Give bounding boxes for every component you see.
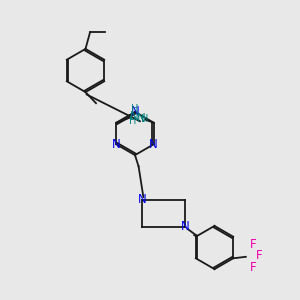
- Text: N: N: [130, 110, 139, 123]
- Text: F: F: [250, 261, 256, 274]
- Text: H: H: [141, 114, 149, 124]
- Text: N: N: [181, 220, 190, 233]
- Text: H: H: [129, 116, 136, 126]
- Text: F: F: [250, 238, 256, 251]
- Text: N: N: [130, 105, 140, 119]
- Text: N: N: [137, 193, 146, 206]
- Text: N: N: [137, 112, 146, 125]
- Text: N: N: [112, 138, 121, 151]
- Text: N: N: [149, 138, 158, 151]
- Text: H: H: [131, 104, 138, 114]
- Text: F: F: [256, 249, 262, 262]
